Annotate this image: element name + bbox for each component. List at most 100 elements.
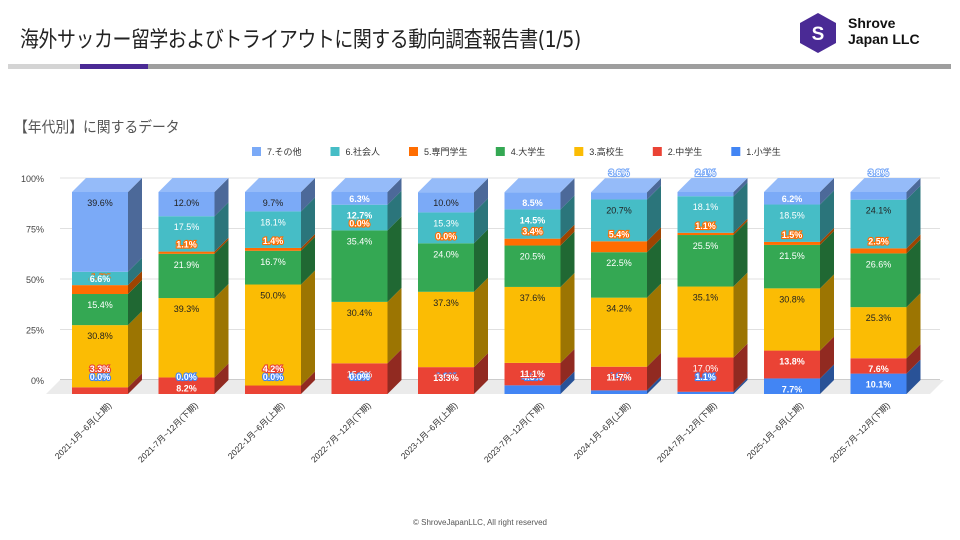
data-label: 15.3% [433,218,459,228]
data-label: 1.8% [609,372,630,382]
bar-segment-front [418,291,474,368]
footer-copyright: © ShroveJapanLLC, All right reserved [413,518,547,527]
data-label: 35.1% [693,293,719,303]
bar-stack [850,178,921,394]
bar-segment-side [387,190,402,231]
legend-swatch [574,147,584,156]
data-label: 37.3% [433,298,459,308]
data-label: 50.0% [260,291,286,301]
data-label: 37.6% [520,293,546,303]
data-label: 4.4% [90,273,111,283]
bar-segment-side [301,371,315,394]
stacked-bar-chart: 0%25%50%75%100% 0.0%3.3%30.8%15.4%4.4%6.… [21,146,944,464]
data-label: 17.5% [174,222,200,232]
data-label: 24.1% [866,206,892,216]
bar-segment-side [560,272,575,363]
company-name: Shrove Japan LLC [848,15,920,47]
bar-segment-side [214,178,229,217]
bar-segment-side [560,178,575,210]
data-label: 5.4% [609,229,630,239]
bar-segment-side [560,348,575,386]
bar-stack [72,178,142,394]
bar-segment-front [418,212,474,244]
y-tick-label: 75% [26,225,44,235]
bar-segment-front [72,294,128,326]
data-label: 6.6% [90,274,111,284]
bar-segment-side [733,178,748,197]
bar-segment-side [128,373,142,394]
bar-segment-front [677,192,734,197]
data-label: 9.7% [263,198,284,208]
bar-segment-front [504,238,561,246]
y-tick-label: 100% [21,174,44,184]
bar-segment-side [820,336,834,379]
bar-segment-front [504,286,561,363]
bar-stack [504,178,575,394]
legend-swatch [252,147,261,156]
data-label: 13.3% [433,373,459,383]
bar-segment-side [474,178,488,213]
legend-swatch [731,147,741,156]
data-label: 25.5% [693,241,719,251]
bar-segment-side [733,272,748,358]
bar-segment-front [591,199,647,242]
data-label: 0.0% [176,372,197,382]
bar-segment-front [764,244,820,289]
x-tick-label: 2025-1月~6月(上期) [745,400,806,461]
bar-segment-side [820,364,834,394]
x-tick-label: 2023-7月~12月(下期) [482,400,546,464]
bar-segment-side [128,178,142,272]
bar-segment-side [733,218,748,236]
data-label: 30.8% [87,331,113,341]
bar-segment-side [647,185,661,242]
legend-label: 5.専門学生 [424,146,468,157]
bar-segment-side [214,202,229,252]
bar-segment-front [677,196,734,233]
bar-segment-front [331,230,388,302]
data-label: 1.1% [695,372,716,382]
legend-item: 3.高校生 [574,146,624,157]
data-label: 11.7% [606,373,631,383]
bar-segment-front [850,307,907,359]
bar-segment-front [591,297,647,367]
data-label: 1.4% [263,236,284,246]
bar-top-face [504,178,575,193]
bar-segment-front [418,243,474,292]
bar-segment-side [647,227,661,253]
bar-segment-front [850,192,907,200]
bar-segment-front [418,367,474,394]
section-subtitle: 【年代別】に関するデータ [14,118,180,136]
bar-segment-front [331,363,388,394]
legend-item: 1.小学生 [731,146,781,157]
data-label: 13.8% [779,357,805,367]
bar-segment-side [387,178,402,205]
data-label: 25.3% [866,313,892,323]
data-label: 21.9% [174,260,200,270]
bar-segment-side [128,311,142,388]
bar-segment-side [906,234,921,254]
data-label: 3.3% [90,364,111,374]
data-label: 0.0% [263,372,284,382]
data-label: 35.4% [347,236,373,246]
bar-top-face [764,178,834,192]
bar-segment-front [331,192,388,205]
chart-bars [72,178,921,394]
data-label: 0.0% [436,372,457,382]
bar-segment-front [158,216,215,252]
bar-segment-front [158,377,215,394]
bar-segment-side [906,239,921,308]
bar-segment-front [158,192,215,217]
data-label: 17.0% [693,363,719,373]
data-label: 6.2% [782,194,803,204]
bar-segment-front [677,235,734,287]
bar-segment-side [647,238,661,298]
data-label: 15.4% [87,300,113,310]
bar-segment-side [214,284,229,378]
data-label: 1.5% [782,230,803,240]
bar-segment-side [647,376,661,394]
bar-segment-front [504,245,561,287]
bar-top-face [245,178,315,192]
bar-segment-side [733,377,748,394]
y-axis: 0% 25% 50% 75% 100% [21,174,44,386]
bar-segment-front [158,253,215,299]
